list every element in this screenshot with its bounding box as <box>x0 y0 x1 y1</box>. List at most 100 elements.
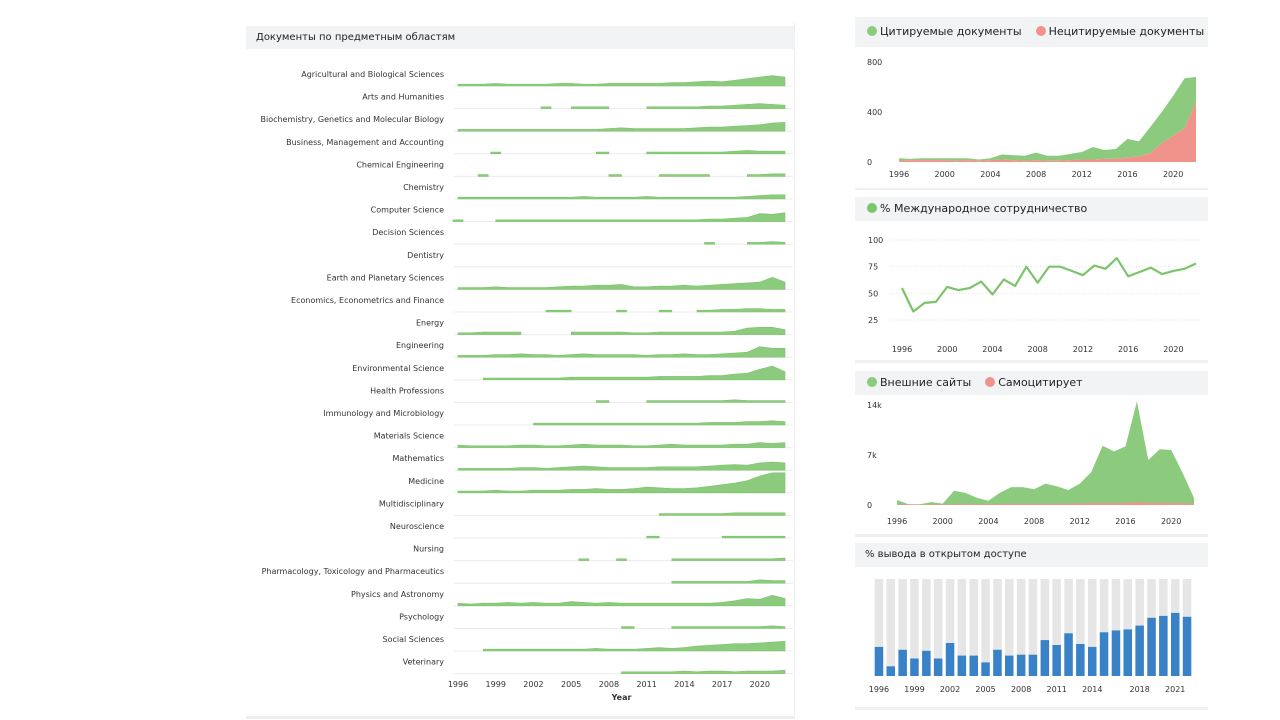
subject-label: Decision Sciences <box>372 228 444 237</box>
subject-area-mark <box>747 241 786 245</box>
green-dot-icon <box>867 203 877 213</box>
open-access-bar <box>898 649 907 676</box>
subject-label: Nursing <box>413 545 444 554</box>
subject-area-mark <box>671 557 786 561</box>
cited-docs-panel: Цитируемые документы Нецитируемые докуме… <box>855 14 1208 191</box>
y-tick-label: 400 <box>867 108 882 117</box>
subject-area-mark <box>658 174 710 177</box>
x-tick-label: 2014 <box>674 680 694 689</box>
subject-label: Dentistry <box>407 251 444 260</box>
citations-legend: Внешние сайты Самоцитирует <box>855 371 1208 395</box>
x-tick-label: 2020 <box>1161 517 1181 526</box>
x-tick-label: 2005 <box>561 680 581 689</box>
subject-area-mark <box>457 194 786 200</box>
subject-area-mark <box>616 558 627 561</box>
subject-area-mark <box>457 121 786 132</box>
legend-uncited[interactable]: Нецитируемые документы <box>1035 25 1204 38</box>
bar-background <box>957 579 967 676</box>
x-tick-label: 1996 <box>889 170 909 179</box>
legend-intl-collab[interactable]: % Международное сотрудничество <box>867 202 1087 215</box>
open-access-bar <box>993 649 1002 676</box>
bar-background <box>910 579 919 676</box>
subject-area-mark <box>540 106 552 109</box>
bar-background <box>1123 579 1132 676</box>
x-tick-label: 2016 <box>1115 517 1135 526</box>
open-access-bar <box>1123 629 1132 676</box>
bar-background <box>898 579 907 676</box>
x-tick-label: 2011 <box>636 680 656 689</box>
subject-label: Health Professions <box>370 386 444 395</box>
bar-background <box>922 579 931 676</box>
legend-cited[interactable]: Цитируемые документы <box>867 25 1022 38</box>
subject-label: Business, Management and Accounting <box>286 138 444 147</box>
open-access-bar <box>1111 630 1121 676</box>
x-tick-label: 2008 <box>599 680 619 689</box>
subject-area-mark <box>616 309 627 313</box>
uncited-area <box>899 102 1196 162</box>
y-tick-label: 25 <box>868 316 878 325</box>
legend-self[interactable]: Самоцитирует <box>985 376 1083 389</box>
red-dot-icon <box>985 377 996 387</box>
subject-area-mark <box>646 150 786 155</box>
subject-label: Biochemistry, Genetics and Molecular Bio… <box>260 115 444 124</box>
subject-label: Chemistry <box>403 183 444 192</box>
x-tick-label: 2008 <box>1028 345 1048 354</box>
legend-external[interactable]: Внешние сайты <box>867 376 971 389</box>
x-tick-label: 2002 <box>940 685 960 694</box>
cited-docs-chart: 0 400 800 1996 2000 2004 2008 2012 2016 2020 <box>867 58 1196 179</box>
subject-area-mark <box>482 365 786 381</box>
open-access-bar <box>1099 632 1109 676</box>
subject-area-mark <box>452 219 464 222</box>
x-tick-label: 2020 <box>1163 345 1183 354</box>
legend-cited-label: Цитируемые документы <box>880 25 1022 38</box>
red-dot-icon <box>1035 26 1046 36</box>
subject-label: Earth and Planetary Sciences <box>327 273 444 282</box>
subject-label: Veterinary <box>403 658 445 667</box>
subject-area-mark <box>570 327 786 335</box>
subject-area-mark <box>495 212 786 222</box>
x-tick-label: 2014 <box>1082 685 1102 694</box>
subject-areas-panel: Документы по предметным областям Agricul… <box>246 22 795 719</box>
subject-area-mark <box>457 594 786 607</box>
x-tick-label: 1999 <box>904 685 924 694</box>
y-tick-label: 7k <box>867 451 877 460</box>
bar-background <box>1005 579 1014 676</box>
bar-background <box>969 579 978 676</box>
green-dot-icon <box>867 26 877 36</box>
y-tick-label: 0 <box>867 501 872 510</box>
subject-area-mark <box>621 669 786 674</box>
y-tick-label: 14k <box>867 401 882 410</box>
bar-background <box>874 579 884 676</box>
bar-background <box>1064 579 1073 676</box>
bar-background <box>886 579 895 676</box>
citations-panel: Внешние сайты Самоцитирует 0 7k 14k 1996 200… <box>855 364 1208 537</box>
y-tick-label: 50 <box>868 289 878 298</box>
open-access-bar <box>969 655 978 676</box>
cited-docs-legend: Цитируемые документы Нецитируемые докуме… <box>855 17 1208 47</box>
open-access-bar <box>1040 640 1050 676</box>
legend-external-label: Внешние сайты <box>880 376 972 389</box>
subject-label: Arts and Humanities <box>362 93 444 102</box>
subject-area-mark <box>747 173 786 177</box>
intl-collab-chart: 25 50 75 100 1996 2000 2004 2008 2012 2016 2020 <box>868 236 1200 354</box>
open-access-title: % вывода в открытом доступе <box>855 543 1208 567</box>
subject-area-mark <box>721 535 786 539</box>
subject-label: Physics and Astronomy <box>351 590 444 599</box>
subject-areas-title: Документы по предметным областям <box>246 26 794 49</box>
citations-chart: 0 7k 14k 1996 2000 2004 2008 2012 2016 2020 <box>867 401 1194 526</box>
cited-area <box>899 77 1196 161</box>
open-access-panel: % вывода в открытом доступе 1996 1999 2002… <box>855 537 1208 710</box>
x-tick-label: 1996 <box>448 680 468 689</box>
subject-area-mark <box>457 346 786 358</box>
subject-area-mark <box>658 309 673 313</box>
bar-background <box>1028 579 1038 676</box>
open-access-bar <box>1159 615 1168 676</box>
subject-area-mark <box>457 442 786 448</box>
subject-area-mark <box>457 276 786 290</box>
open-access-chart: 1996 1999 2002 2005 2008 2011 2014 2018 2021 <box>869 579 1192 694</box>
x-tick-label: 2020 <box>1163 170 1183 179</box>
x-tick-label: 2000 <box>933 517 953 526</box>
open-access-bar <box>922 650 931 676</box>
subject-label: Agricultural and Biological Sciences <box>301 70 444 79</box>
x-tick-label: 2016 <box>1117 170 1137 179</box>
